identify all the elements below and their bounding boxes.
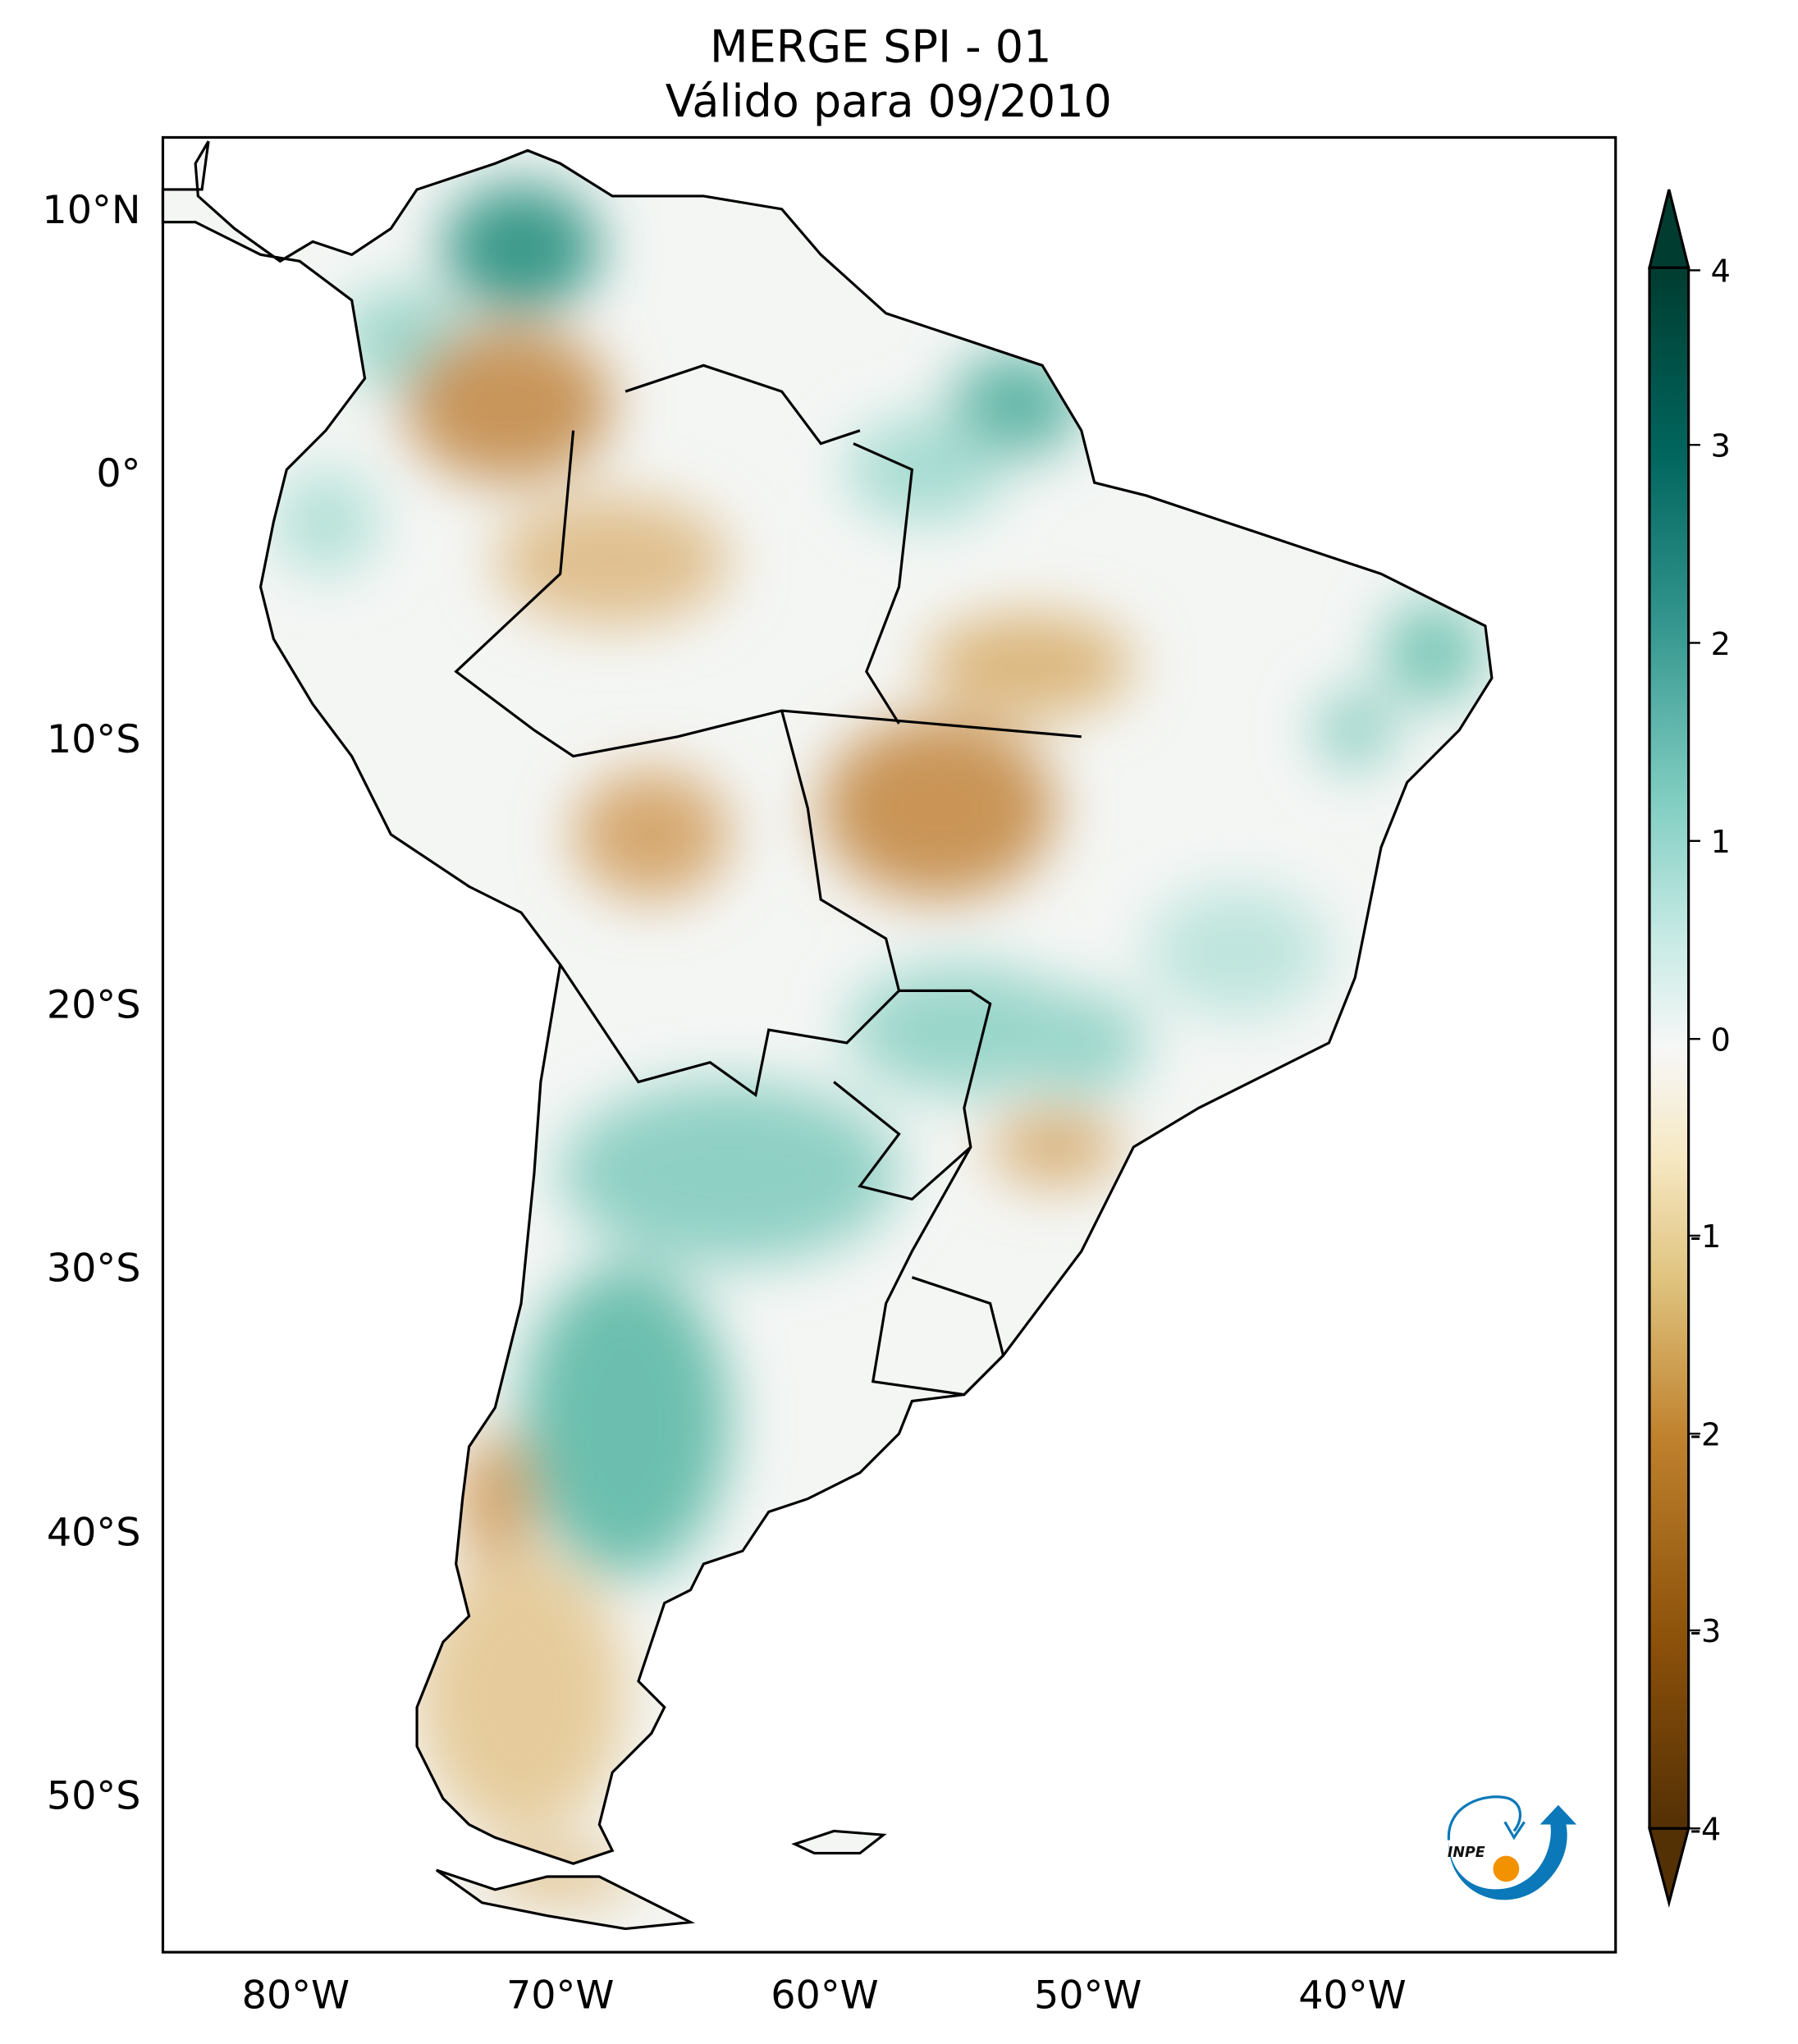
inpe-logo: INPE [1447,1795,1577,1900]
colorbar-tick-label: -2 [1690,1416,1721,1452]
colorbar: 4 3 2 1 0 -1 -2 -3 -4 [1647,189,1731,1909]
colorbar-tick-label: -4 [1690,1812,1721,1848]
lon-label: 50°W [1034,1973,1142,2018]
colorbar-tick-label: -3 [1690,1613,1721,1649]
title-line2: Válido para 09/2010 [666,75,1112,127]
lat-label: 20°S [47,983,141,1028]
lat-label: 50°S [47,1773,141,1818]
colorbar-tick-label: 1 [1711,824,1731,860]
longitude-axis: 80°W 70°W 60°W 50°W 40°W [242,1973,1407,2018]
colorbar-tick-label: 2 [1711,626,1731,662]
colorbar-tick-label: -1 [1690,1219,1721,1255]
inpe-logo-text: INPE [1448,1845,1485,1861]
lat-label: 10°N [42,188,140,233]
title-line1: MERGE SPI - 01 [710,21,1051,72]
lon-label: 60°W [771,1973,879,2018]
lat-label: 10°S [47,717,141,762]
country-borders [454,364,1082,1397]
lon-label: 80°W [242,1973,350,2018]
lat-label: 40°S [47,1511,141,1556]
colorbar-tick-label: 0 [1711,1022,1731,1058]
lat-label: 30°S [47,1246,141,1291]
lon-label: 70°W [506,1973,615,2018]
colorbar-tick-label: 3 [1711,428,1731,464]
lon-label: 40°W [1298,1973,1407,2018]
map-frame [161,135,1617,1954]
lat-label: 0° [96,451,140,496]
colorbar-tick-label: 4 [1711,254,1731,290]
map-area [161,135,1617,1954]
latitude-axis: 10°N 0° 10°S 20°S 30°S 40°S 50°S [42,188,140,1818]
